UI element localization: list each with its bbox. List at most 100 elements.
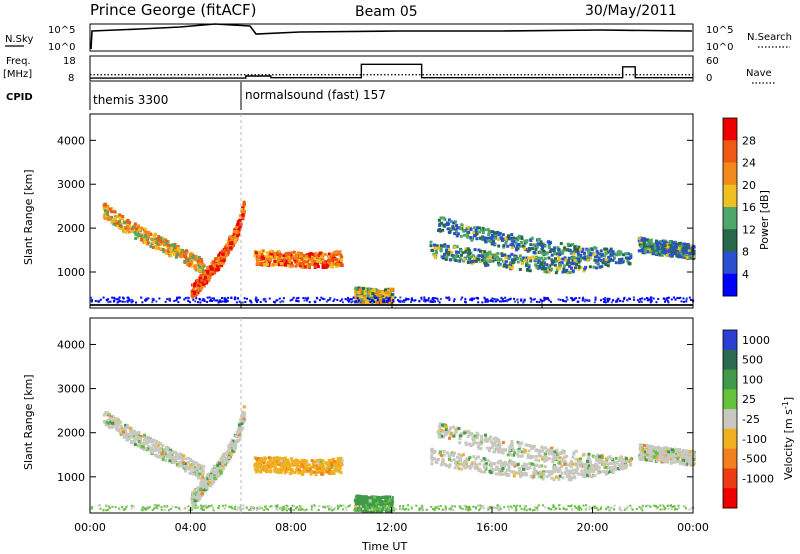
echo-cell [190, 294, 194, 298]
echo-cell [358, 288, 362, 292]
echo-cell [231, 240, 235, 244]
echo-cell [375, 505, 379, 509]
echo-cell [685, 255, 689, 259]
echo-cell [387, 297, 390, 300]
echo-cell [552, 249, 556, 253]
echo-cell [116, 301, 119, 304]
echo-cell [494, 300, 497, 303]
echo-cell [420, 298, 423, 301]
echo-cell [496, 258, 500, 262]
echo-cell [144, 299, 147, 302]
echo-cell [355, 296, 359, 300]
echo-cell [223, 249, 227, 253]
echo-cell [175, 461, 179, 465]
echo-cell [593, 246, 597, 250]
echo-cell [194, 283, 198, 287]
colorbar-tick: 16 [742, 201, 756, 214]
echo-cell [470, 297, 473, 300]
echo-cell [568, 248, 572, 252]
echo-cell [203, 280, 207, 284]
echo-cell [180, 463, 184, 467]
cpid-segment-2: normalsound (fast) 157 [245, 88, 386, 102]
echo-cell [619, 300, 622, 303]
echo-cell [676, 249, 680, 253]
echo-cell [626, 256, 630, 260]
echo-cell [487, 299, 490, 302]
echo-cell [541, 246, 545, 250]
echo-cell [633, 298, 636, 301]
echo-cell [620, 258, 624, 262]
echo-cell [543, 459, 547, 463]
echo-cell [567, 264, 571, 268]
echo-cell [226, 449, 230, 453]
echo-cell [640, 301, 643, 304]
echo-cell [181, 465, 185, 469]
echo-cell [603, 299, 606, 302]
echo-cell [450, 250, 454, 254]
echo-cell [547, 270, 551, 274]
echo-cell [204, 482, 208, 486]
echo-cell [198, 298, 201, 301]
echo-cell [492, 300, 495, 303]
echo-cell [279, 459, 283, 463]
echo-cell [606, 250, 610, 254]
echo-cell [546, 268, 550, 272]
echo-cell [609, 247, 613, 251]
echo-cell [554, 271, 558, 275]
echo-cell [230, 238, 234, 242]
echo-cell [471, 443, 475, 447]
echo-cell [203, 271, 207, 275]
echo-cell [460, 432, 464, 436]
echo-cell [384, 499, 388, 503]
echo-cell [585, 258, 589, 262]
echo-cell [487, 230, 491, 234]
echo-cell [376, 299, 379, 302]
echo-cell [194, 290, 198, 294]
echo-cell [210, 469, 214, 473]
echo-cell [255, 260, 259, 264]
echo-cell [187, 296, 190, 299]
echo-cell [481, 226, 485, 230]
echo-cell [656, 250, 660, 254]
echo-cell [357, 499, 361, 503]
echo-cell [110, 210, 114, 214]
echo-cell [573, 258, 577, 262]
echo-cell [429, 240, 433, 244]
echo-cell [566, 242, 570, 246]
echo-cell [315, 259, 319, 263]
echo-cell [516, 246, 520, 250]
echo-cell [299, 262, 303, 266]
nsky-panel: N.Sky 10^5 10^0 10^5 10^0 N.Search [5, 23, 792, 53]
echo-cell [566, 298, 569, 301]
echo-cell [663, 297, 666, 300]
echo-cell [292, 250, 296, 254]
echo-cell [279, 262, 283, 266]
echo-cell [255, 299, 258, 302]
echo-cell [544, 252, 548, 256]
echo-cell [330, 262, 334, 266]
echo-cell [332, 253, 336, 257]
echo-cell [291, 255, 295, 259]
echo-cell [157, 450, 161, 454]
colorbar-cell [723, 184, 737, 208]
echo-cell [297, 471, 301, 475]
echo-cell [660, 253, 664, 257]
echo-cell [164, 458, 168, 462]
echo-cell [378, 500, 382, 504]
echo-cell [241, 301, 244, 304]
echo-cell [459, 253, 463, 257]
echo-cell [211, 467, 215, 471]
echo-cell [442, 216, 446, 220]
echo-cell [509, 243, 513, 247]
echo-cell [146, 444, 150, 448]
echo-cell [154, 238, 158, 242]
echo-cell [655, 246, 659, 250]
echo-cell [151, 443, 155, 447]
echo-cell [273, 259, 277, 263]
echo-cell [649, 245, 653, 249]
echo-cell [140, 238, 144, 242]
echo-cell [440, 423, 444, 427]
echo-cell [361, 502, 365, 506]
echo-cell [325, 467, 329, 471]
echo-cell [675, 254, 679, 258]
